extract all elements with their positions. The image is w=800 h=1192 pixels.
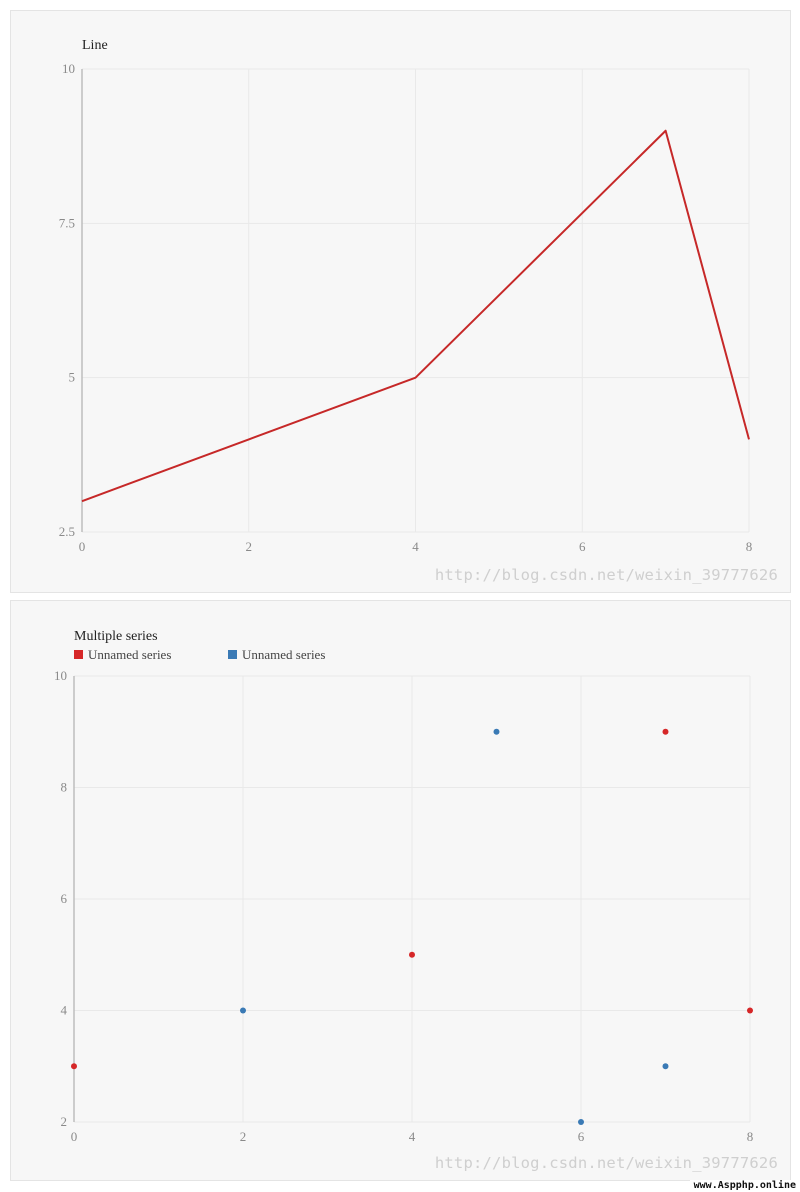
legend-label: Unnamed series xyxy=(242,647,325,662)
data-point xyxy=(409,951,415,958)
x-tick-label: 0 xyxy=(71,1129,78,1144)
y-tick-label: 2.5 xyxy=(59,524,75,539)
x-tick-label: 6 xyxy=(579,539,586,554)
data-point xyxy=(747,1007,753,1014)
y-tick-label: 7.5 xyxy=(59,215,75,230)
legend-label: Unnamed series xyxy=(88,647,171,662)
scatter-chart: Multiple series Unnamed series Unnamed ser… xyxy=(54,629,754,1144)
y-tick-label: 8 xyxy=(61,780,68,795)
x-tick-label: 2 xyxy=(240,1129,247,1144)
site-badge: www.Aspphp.online xyxy=(689,1180,800,1192)
line-chart-panel: Line 0 2 4 6 8 2.5 5 7.5 10 http://blog.csdn.net/… xyxy=(10,10,791,593)
y-tick-label: 4 xyxy=(61,1003,68,1018)
data-point xyxy=(578,1119,584,1125)
line-chart: Line 0 2 4 6 8 2.5 5 7.5 10 xyxy=(59,38,753,554)
legend-swatch xyxy=(228,650,237,659)
x-tick-label: 0 xyxy=(79,539,86,554)
x-tick-label: 4 xyxy=(412,539,419,554)
y-tick-label: 2 xyxy=(61,1114,68,1129)
watermark: http://blog.csdn.net/weixin_39777626 xyxy=(434,566,778,584)
data-point xyxy=(71,1063,77,1070)
y-tick-label: 5 xyxy=(69,370,76,385)
chart-title: Line xyxy=(82,38,108,53)
x-tick-label: 6 xyxy=(578,1129,585,1144)
data-point xyxy=(240,1007,246,1014)
data-point xyxy=(662,1063,669,1070)
data-point xyxy=(493,728,500,735)
chart-title: Multiple series xyxy=(74,629,158,644)
scatter-chart-panel: Multiple series Unnamed series Unnamed ser… xyxy=(10,600,791,1181)
series-line xyxy=(81,129,750,503)
y-tick-label: 10 xyxy=(54,668,67,683)
x-tick-label: 8 xyxy=(747,1129,754,1144)
x-tick-label: 8 xyxy=(746,539,753,554)
x-tick-label: 4 xyxy=(409,1129,416,1144)
y-tick-label: 10 xyxy=(62,61,75,76)
data-point xyxy=(662,728,669,735)
legend-swatch xyxy=(74,650,83,659)
y-tick-label: 6 xyxy=(61,891,68,906)
x-tick-label: 2 xyxy=(246,539,253,554)
watermark: http://blog.csdn.net/weixin_39777626 xyxy=(434,1154,778,1172)
